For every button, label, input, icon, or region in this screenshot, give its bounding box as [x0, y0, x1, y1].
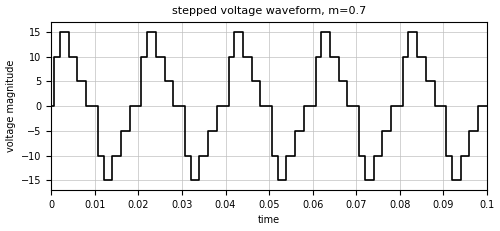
X-axis label: time: time [258, 216, 280, 225]
Title: stepped voltage waveform, m=0.7: stepped voltage waveform, m=0.7 [172, 6, 366, 15]
Y-axis label: voltage magnitude: voltage magnitude [6, 60, 16, 152]
